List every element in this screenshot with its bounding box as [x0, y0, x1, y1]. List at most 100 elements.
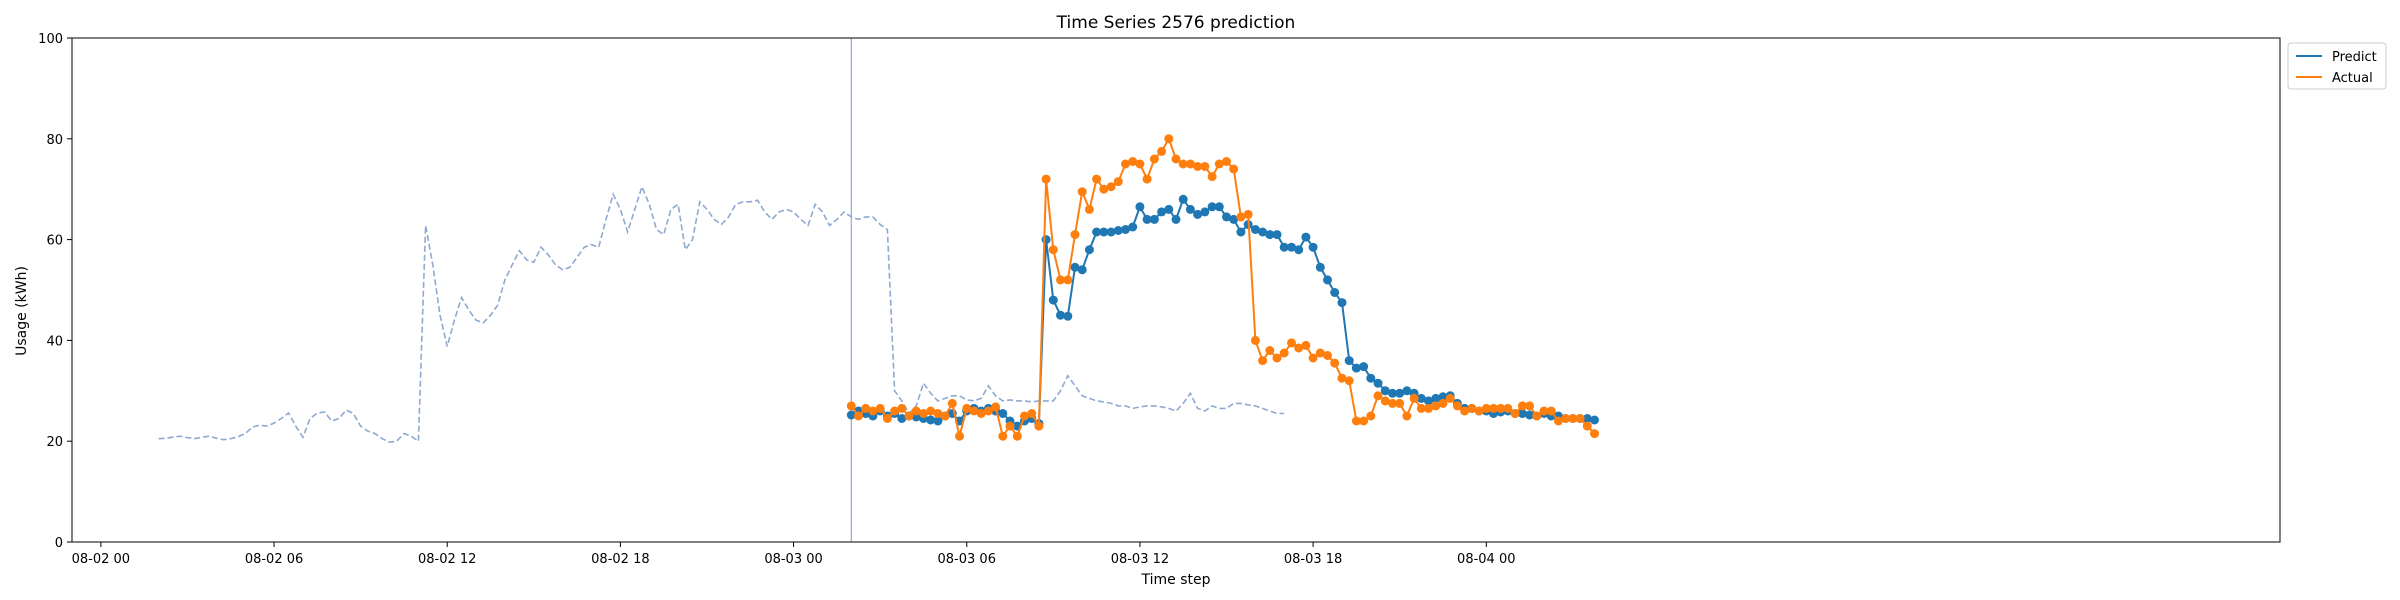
y-tick-label: 100 [38, 32, 63, 47]
y-tick-label: 80 [46, 133, 63, 148]
predict-point [1200, 207, 1210, 217]
predict-point [1359, 362, 1369, 372]
x-tick-label: 08-03 00 [764, 552, 822, 567]
actual-point [1315, 348, 1325, 358]
actual-point [1135, 159, 1145, 169]
predict-point [1214, 202, 1224, 212]
x-tick-label: 08-02 00 [72, 552, 130, 567]
predict-point [1250, 225, 1260, 234]
actual-point [904, 411, 914, 421]
actual-point [1308, 353, 1318, 363]
predict-point [1164, 204, 1174, 214]
actual-point [1553, 416, 1563, 426]
predict-point [1308, 242, 1318, 252]
series-predict [846, 194, 1599, 431]
actual-point [1388, 398, 1397, 408]
actual-point [1481, 403, 1491, 413]
actual-line [850, 136, 1596, 439]
y-axis: 0 20 40 60 80 100 [38, 32, 72, 551]
predict-point [1171, 214, 1181, 224]
predict-point [1193, 209, 1203, 219]
actual-point [1582, 421, 1592, 431]
predict-point [1056, 310, 1065, 320]
actual-point [1424, 403, 1433, 413]
predict-point [1258, 227, 1268, 237]
actual-point [962, 403, 972, 413]
actual-point [1431, 401, 1441, 411]
actual-point [998, 431, 1008, 441]
actual-point [1294, 343, 1304, 353]
actual-point [1460, 406, 1470, 416]
actual-point [1351, 416, 1361, 426]
actual-point [1517, 401, 1527, 411]
actual-point [1330, 358, 1340, 368]
predict-point [1294, 245, 1304, 255]
actual-point [1056, 275, 1065, 285]
predict-point [1178, 194, 1188, 204]
y-tick-label: 60 [46, 234, 63, 249]
actual-point [1575, 414, 1585, 423]
actual-point [1409, 393, 1419, 403]
actual-point [1366, 411, 1376, 421]
actual-point [1265, 346, 1275, 355]
actual-point [1467, 403, 1477, 413]
chart-title: Time Series 2576 prediction [1056, 13, 1296, 33]
predict-point [1388, 388, 1397, 398]
predict-point [1113, 226, 1123, 235]
actual-point [1445, 393, 1455, 403]
actual-point [1207, 172, 1217, 182]
actual-point [1546, 406, 1556, 416]
actual-point [1113, 177, 1123, 187]
predict-point [1416, 393, 1426, 403]
x-tick-label: 08-03 12 [1111, 552, 1169, 567]
predict-point [897, 414, 907, 423]
predict-point [1185, 204, 1195, 214]
actual-point [1121, 159, 1130, 169]
predict-point [1128, 222, 1138, 232]
predict-point [1424, 396, 1433, 406]
predict-point [1092, 227, 1102, 237]
predict-line [850, 197, 1595, 428]
predict-point [1582, 414, 1592, 423]
legend: Predict Actual [2287, 42, 2387, 90]
predict-point [1366, 373, 1376, 383]
actual-point [1452, 401, 1462, 411]
predict-point [1121, 225, 1130, 234]
actual-point [1301, 340, 1311, 350]
actual-point [861, 403, 871, 413]
plot-frame [71, 37, 2281, 543]
actual-point [1539, 406, 1549, 416]
predict-point [1402, 386, 1412, 396]
actual-point [1020, 411, 1029, 421]
actual-point [1048, 245, 1058, 255]
actual-point [1012, 431, 1022, 441]
actual-point [1070, 230, 1080, 240]
series-actual [846, 134, 1599, 441]
actual-point [1438, 398, 1448, 408]
actual-point [1373, 391, 1383, 401]
actual-point [1359, 416, 1369, 426]
predict-point [1330, 288, 1340, 297]
y-tick-label: 0 [55, 536, 63, 551]
x-tick-label: 08-03 06 [938, 552, 996, 567]
x-axis-title: Time step [1141, 572, 1211, 588]
x-tick-label: 08-04 00 [1457, 552, 1515, 567]
actual-point [955, 431, 964, 441]
actual-point [1510, 409, 1520, 418]
predict-point [1279, 242, 1289, 252]
actual-point [1337, 373, 1347, 383]
actual-point [1099, 184, 1109, 194]
predict-point [1041, 235, 1051, 245]
actual-point [868, 406, 878, 416]
predict-point [1287, 242, 1296, 252]
actual-point [1489, 403, 1498, 413]
predict-point [1323, 275, 1332, 285]
actual-point [940, 411, 950, 421]
actual-point [1063, 275, 1073, 285]
predict-point [1207, 202, 1217, 212]
predict-point [1135, 202, 1145, 212]
predict-point [926, 415, 936, 425]
actual-point [1590, 429, 1599, 439]
actual-point [1027, 409, 1037, 418]
actual-point [1193, 162, 1203, 171]
